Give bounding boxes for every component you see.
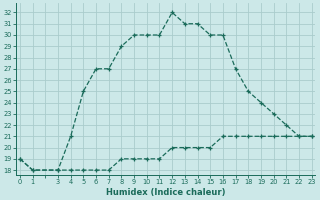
X-axis label: Humidex (Indice chaleur): Humidex (Indice chaleur) <box>106 188 226 197</box>
